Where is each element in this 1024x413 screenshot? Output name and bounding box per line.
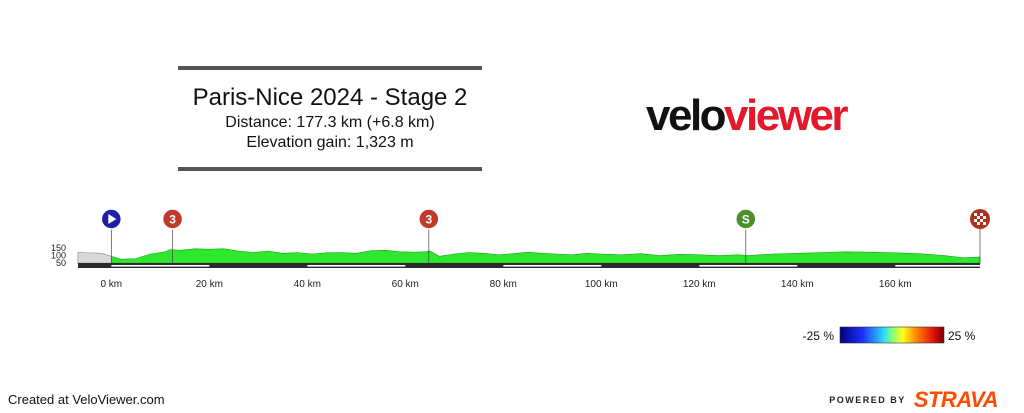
checkered-flag-cell <box>980 219 983 222</box>
distance-segment <box>111 265 210 267</box>
neutral-section-area <box>77 252 112 264</box>
logo-viewer: viewer <box>724 91 848 140</box>
checkered-flag-cell <box>977 216 980 219</box>
sprint-marker-label: S <box>742 213 750 227</box>
kom-marker-label: 3 <box>169 213 176 227</box>
created-at-text: Created at VeloViewer.com <box>8 392 165 407</box>
x-tick-label: 100 km <box>585 279 618 290</box>
distance-segment <box>503 265 602 267</box>
distance-text: Distance: 177.3 km (+6.8 km) <box>225 114 435 131</box>
x-tick-label: 120 km <box>683 279 716 290</box>
logo-velo: velo <box>646 91 727 140</box>
distance-segment <box>895 265 980 267</box>
checkered-flag-cell <box>983 216 986 219</box>
x-tick-label: 20 km <box>196 279 223 290</box>
title-bottom-rule <box>178 167 482 171</box>
x-tick-label: 140 km <box>781 279 814 290</box>
distance-segment <box>699 265 798 267</box>
checkered-flag-cell <box>977 213 980 216</box>
gradient-legend-bar <box>839 326 945 344</box>
checkered-flag-cell <box>974 222 977 225</box>
elevation-text: Elevation gain: 1,323 m <box>246 134 414 151</box>
powered-by-strava: POWERED BY STRAVA <box>829 387 998 413</box>
checkered-flag-cell <box>980 222 983 225</box>
x-tick-label: 40 km <box>294 279 321 290</box>
checkered-flag-cell <box>983 222 986 225</box>
y-tick-label: 50 <box>56 258 66 268</box>
checkered-flag-cell <box>980 213 983 216</box>
veloviewer-logo: veloviewer <box>646 91 849 140</box>
kom-marker-icon <box>418 208 440 230</box>
distance-segment <box>307 265 406 267</box>
y-tick-label: 150 <box>51 243 66 253</box>
checkered-flag-cell <box>977 219 980 222</box>
title-top-rule <box>178 66 482 70</box>
checkered-flag-cell <box>977 222 980 225</box>
x-tick-label: 0 km <box>100 279 122 290</box>
title-box: Paris-Nice 2024 - Stage 2 Distance: 177.… <box>178 66 482 172</box>
checkered-flag-cell <box>974 213 977 216</box>
play-icon <box>108 214 117 224</box>
checkered-flag-cell <box>980 216 983 219</box>
powered-by-text: POWERED BY <box>829 395 906 405</box>
y-tick-label: 100 <box>51 251 66 261</box>
sprint-marker-icon <box>735 208 757 230</box>
checkered-flag-cell <box>983 219 986 222</box>
x-tick-label: 60 km <box>392 279 419 290</box>
kom-marker-label: 3 <box>425 213 432 227</box>
x-tick-label: 160 km <box>879 279 912 290</box>
checkered-flag-cell <box>974 219 977 222</box>
x-tick-label: 80 km <box>490 279 517 290</box>
elevation-area <box>77 248 981 264</box>
stage-title: Paris-Nice 2024 - Stage 2 <box>192 84 468 111</box>
checkered-flag-cell <box>974 216 977 219</box>
strava-logo: STRAVA <box>913 387 999 412</box>
gradient-max-label: 25 % <box>948 329 976 343</box>
gradient-min-label: -25 % <box>803 329 835 343</box>
kom-marker-icon <box>161 208 184 230</box>
checkered-flag-cell <box>983 213 986 216</box>
